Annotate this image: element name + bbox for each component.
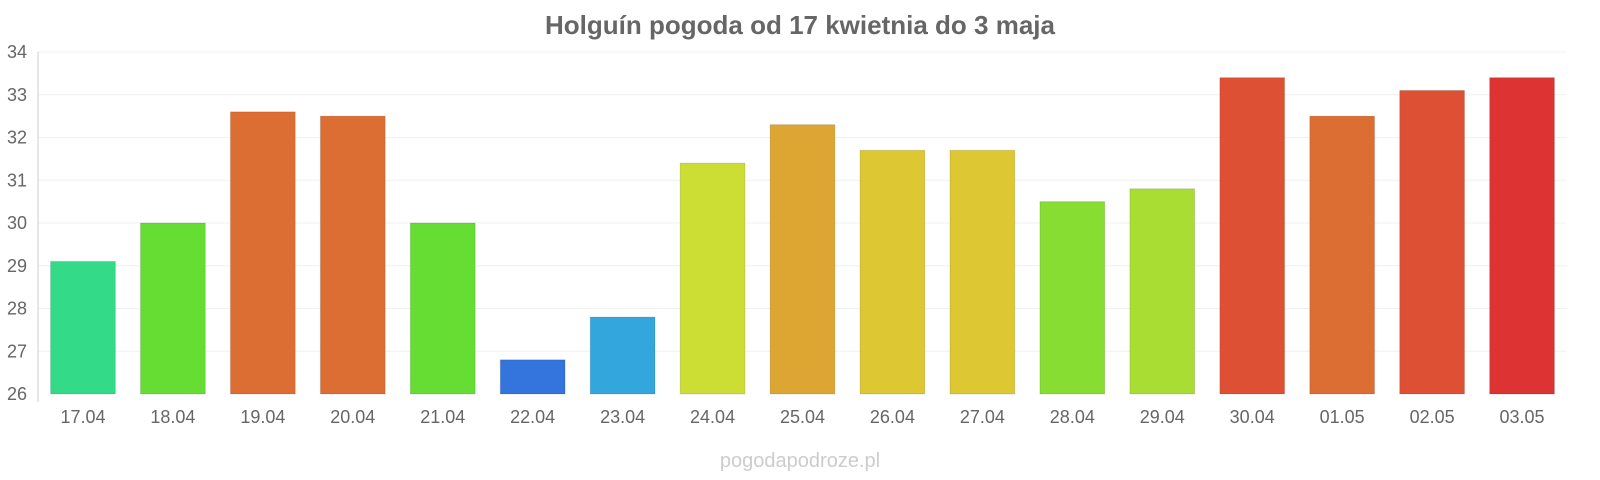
bars <box>50 77 1555 395</box>
bar-17.04 <box>50 260 116 395</box>
x-tick-label: 22.04 <box>510 407 555 427</box>
bar-19.04 <box>229 111 296 395</box>
x-tick-label: 29.04 <box>1140 407 1185 427</box>
x-tick-label: 25.04 <box>780 407 825 427</box>
bar-21.04 <box>409 222 476 395</box>
x-tick-label: 21.04 <box>420 407 465 427</box>
bar-28.04 <box>1039 201 1106 395</box>
bar-30.04 <box>1219 77 1286 395</box>
x-tick-label: 03.05 <box>1500 407 1545 427</box>
x-tick-label: 26.04 <box>870 407 915 427</box>
bar-27.04 <box>949 149 1016 395</box>
x-tick-label: 19.04 <box>240 407 285 427</box>
y-tick-label: 31 <box>7 170 27 190</box>
x-tick-label: 28.04 <box>1050 407 1095 427</box>
y-tick-label: 33 <box>7 85 27 105</box>
x-tick-label: 30.04 <box>1230 407 1275 427</box>
y-tick-label: 32 <box>7 128 27 148</box>
watermark: pogodapodroze.pl <box>719 450 881 472</box>
bar-29.04 <box>1129 188 1196 395</box>
x-tick-label: 18.04 <box>150 407 195 427</box>
x-tick-label: 17.04 <box>60 407 105 427</box>
x-tick-label: 27.04 <box>960 407 1005 427</box>
bar-03.05 <box>1489 77 1555 395</box>
bar-22.04 <box>499 359 566 395</box>
y-tick-label: 29 <box>7 256 27 276</box>
bar-20.04 <box>319 115 386 395</box>
x-tick-label: 20.04 <box>330 407 375 427</box>
x-tick-label: 01.05 <box>1320 407 1365 427</box>
bar-23.04 <box>589 316 656 395</box>
bar-01.05 <box>1309 115 1376 395</box>
x-tick-label: 23.04 <box>600 407 645 427</box>
bar-26.04 <box>859 149 926 395</box>
bar-25.04 <box>769 124 836 395</box>
y-tick-label: 28 <box>7 299 27 319</box>
bar-24.04 <box>679 162 746 395</box>
x-tick-label: 02.05 <box>1410 407 1455 427</box>
chart-title: Holguín pogoda od 17 kwietnia do 3 maja <box>545 10 1055 40</box>
y-tick-label: 30 <box>7 213 27 233</box>
y-axis: 26 27 28 29 30 31 32 33 34 <box>7 42 39 404</box>
bar-02.05 <box>1399 89 1465 395</box>
x-tick-label: 24.04 <box>690 407 735 427</box>
x-axis: 17.04 18.04 19.04 20.04 21.04 22.04 23.04 24.04… <box>60 407 1544 427</box>
bar-18.04 <box>140 222 206 395</box>
y-tick-label: 27 <box>7 341 27 361</box>
y-tick-label: 34 <box>7 42 27 62</box>
y-tick-label: 26 <box>7 384 27 404</box>
